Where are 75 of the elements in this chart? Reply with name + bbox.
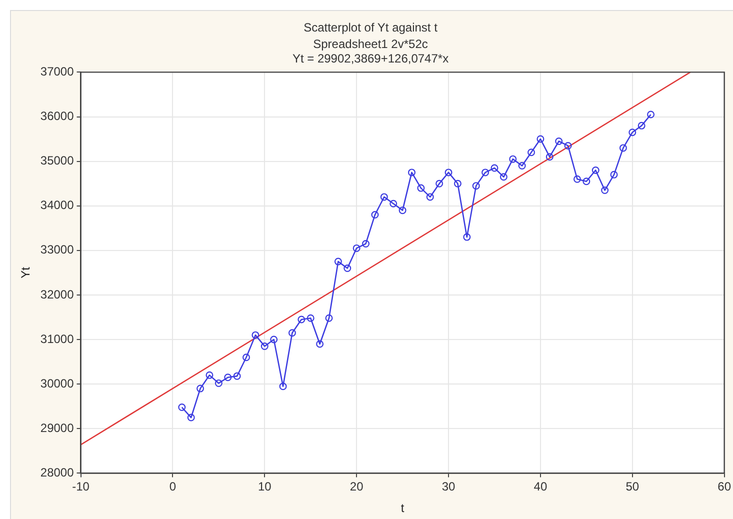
point — [482, 168, 490, 176]
point — [178, 404, 186, 412]
point — [352, 244, 360, 252]
x-tick-label: 40 — [534, 480, 548, 494]
x-tick-label: 0 — [169, 480, 176, 494]
y-tick-label: 36000 — [40, 109, 74, 124]
point — [444, 168, 452, 176]
x-tick-label: 10 — [258, 480, 272, 494]
point — [472, 182, 480, 190]
point — [647, 110, 655, 118]
point — [206, 371, 214, 379]
y-tick-label: 28000 — [40, 466, 74, 480]
point — [233, 372, 241, 380]
y-tick-label: 31000 — [40, 332, 74, 346]
point — [242, 354, 250, 362]
point — [454, 180, 462, 188]
point — [610, 170, 618, 178]
y-tick-label: 32000 — [40, 287, 74, 302]
chart-title: Scatterplot of Yt against t — [304, 20, 438, 35]
point — [500, 173, 508, 181]
point — [196, 384, 204, 392]
point — [306, 314, 314, 322]
point — [408, 168, 416, 176]
y-tick-label: 29000 — [40, 420, 74, 435]
point — [582, 178, 590, 186]
point — [398, 206, 406, 214]
point — [279, 382, 287, 390]
x-tick-label: 50 — [626, 480, 640, 494]
y-axis-title: Yt — [18, 266, 33, 278]
point — [288, 329, 296, 337]
point — [564, 142, 572, 150]
point — [260, 342, 268, 350]
point — [555, 138, 563, 146]
point — [270, 336, 278, 344]
y-tick-label: 30000 — [40, 376, 74, 390]
point — [390, 200, 398, 208]
point — [463, 233, 471, 241]
y-tick-label: 33000 — [40, 242, 74, 257]
point — [252, 331, 260, 339]
point — [509, 155, 517, 163]
point — [224, 374, 232, 382]
x-tick-label: -10 — [72, 480, 90, 494]
point — [546, 153, 554, 161]
point — [187, 414, 195, 422]
point — [380, 193, 388, 201]
point — [371, 211, 379, 219]
point — [592, 166, 600, 174]
y-tick-label: 37000 — [40, 64, 74, 79]
point — [316, 340, 324, 348]
point — [573, 175, 581, 183]
chart-subtitle: Spreadsheet1 2v*52c — [313, 36, 428, 51]
x-tick-label: 60 — [718, 480, 732, 494]
point — [334, 258, 342, 266]
x-tick-label: 20 — [350, 480, 364, 494]
point — [325, 314, 333, 322]
y-tick-label: 34000 — [40, 198, 74, 212]
point — [490, 164, 498, 172]
point — [298, 316, 306, 324]
point — [528, 148, 536, 156]
point — [344, 264, 352, 272]
point — [536, 135, 544, 143]
x-axis-title: t — [400, 501, 405, 516]
point — [436, 180, 444, 188]
point — [619, 144, 627, 152]
text: Yt = 29902,3869+126,0747*x — [292, 51, 449, 66]
x-tick-label: 30 — [442, 480, 456, 494]
point — [362, 240, 370, 248]
point — [214, 379, 222, 387]
point — [638, 122, 646, 130]
point — [417, 184, 425, 192]
y-tick-label: 35000 — [40, 154, 74, 168]
point — [601, 186, 609, 194]
point — [518, 162, 526, 170]
point — [426, 193, 434, 201]
point — [628, 128, 636, 136]
